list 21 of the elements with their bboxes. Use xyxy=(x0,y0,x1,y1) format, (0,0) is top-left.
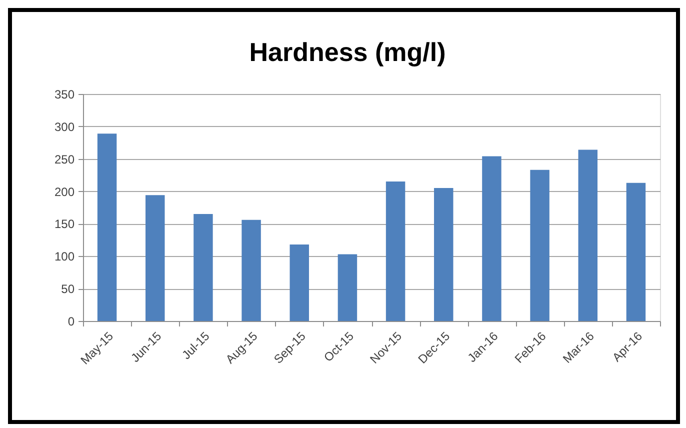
bar xyxy=(194,214,213,321)
bar xyxy=(386,182,406,321)
y-tick-label: 300 xyxy=(54,120,75,134)
bar xyxy=(146,195,165,321)
y-tick-label: 150 xyxy=(54,217,75,232)
chart-title: Hardness (mg/l) xyxy=(249,37,446,67)
bar xyxy=(290,244,309,321)
bar xyxy=(434,188,454,321)
bar xyxy=(626,182,646,321)
bar xyxy=(482,156,502,321)
bar xyxy=(578,150,598,321)
y-tick-label: 250 xyxy=(54,152,75,166)
bar xyxy=(97,134,117,321)
y-tick-label: 350 xyxy=(54,88,75,102)
y-tick-label: 0 xyxy=(68,314,75,328)
y-tick-label: 100 xyxy=(54,250,75,264)
bar xyxy=(530,170,550,321)
y-tick-label: 50 xyxy=(61,282,75,296)
bar xyxy=(242,220,261,321)
y-tick-label: 200 xyxy=(54,184,75,199)
bar xyxy=(338,254,358,321)
